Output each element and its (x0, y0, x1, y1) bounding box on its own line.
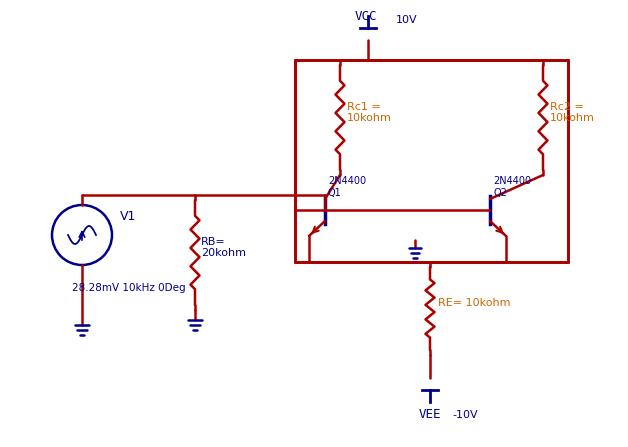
Text: VEE: VEE (419, 408, 441, 421)
Text: RE= 10kohm: RE= 10kohm (438, 299, 511, 308)
Text: VCC: VCC (355, 10, 377, 23)
Text: RB=
20kohm: RB= 20kohm (201, 237, 246, 258)
Text: 28.28mV 10kHz 0Deg: 28.28mV 10kHz 0Deg (72, 283, 186, 293)
Text: V1: V1 (120, 211, 136, 224)
Text: 2N4400
Q1: 2N4400 Q1 (328, 177, 366, 198)
Text: Rc1 =
10kohm: Rc1 = 10kohm (347, 102, 392, 123)
Text: Rc2 =
10kohm: Rc2 = 10kohm (550, 102, 595, 123)
Text: 2N4400
Q2: 2N4400 Q2 (493, 177, 531, 198)
Text: 10V: 10V (396, 15, 418, 25)
Text: -10V: -10V (452, 410, 478, 420)
